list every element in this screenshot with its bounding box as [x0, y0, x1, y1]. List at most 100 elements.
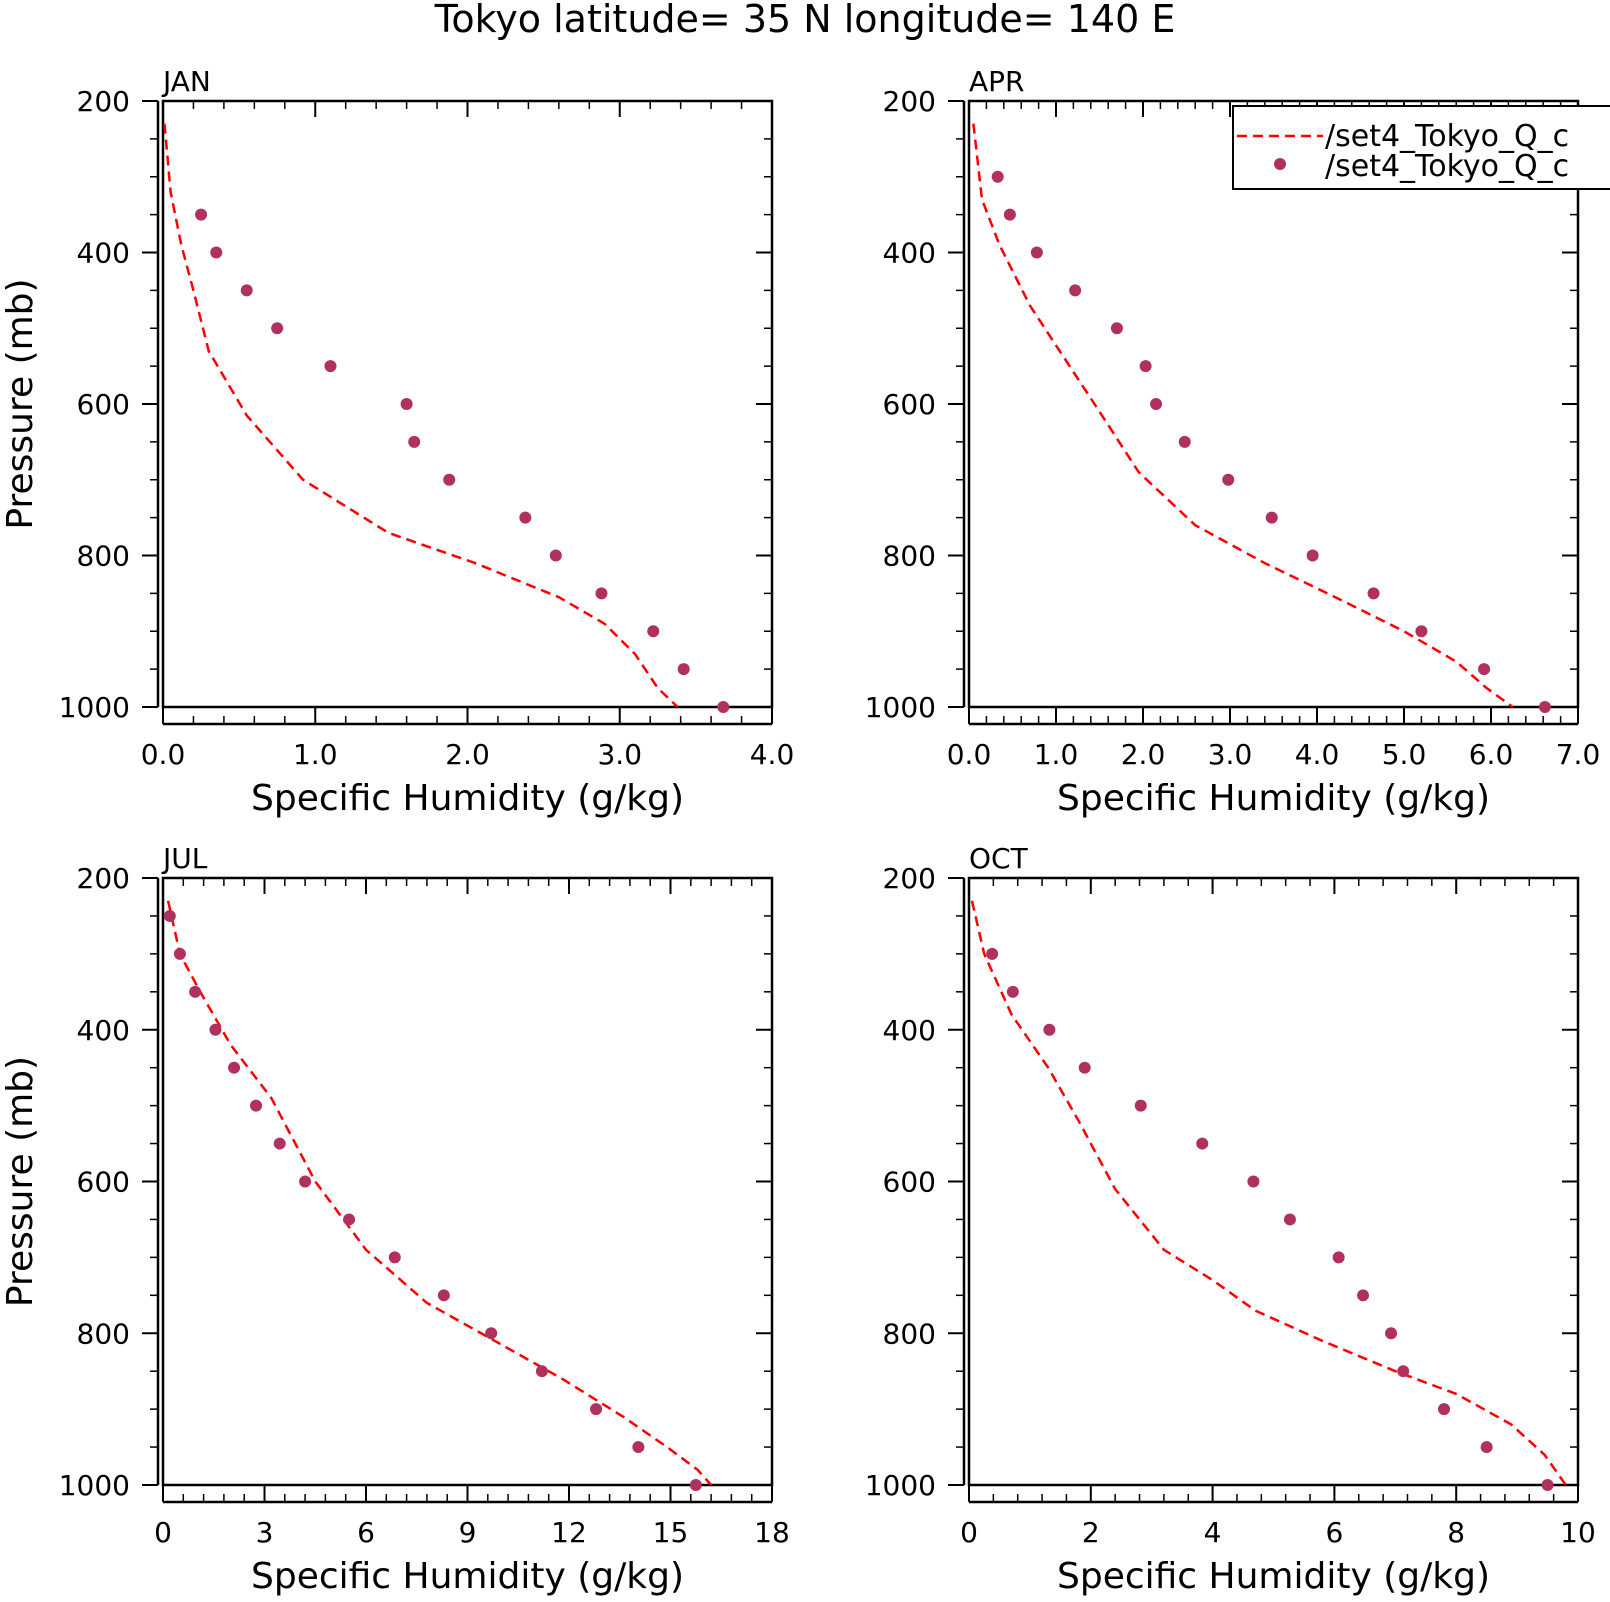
x-tick-label: 1.0 — [1034, 738, 1079, 771]
panel-title: JAN — [161, 65, 211, 98]
data-point — [1538, 701, 1551, 713]
x-tick-label: 10 — [1560, 1516, 1596, 1549]
x-axis-label: Specific Humidity (g/kg) — [1057, 1556, 1490, 1597]
data-point — [1332, 1251, 1345, 1264]
x-tick-label: 4.0 — [750, 738, 795, 771]
y-tick-label: 400 — [77, 237, 130, 270]
x-tick-label: 8 — [1447, 1516, 1465, 1549]
series-line — [163, 123, 679, 708]
legend: /set4_Tokyo_Q_c/set4_Tokyo_Q_c — [1232, 105, 1610, 190]
data-point — [1078, 1061, 1091, 1074]
data-point — [689, 1479, 702, 1491]
legend-line-label: /set4_Tokyo_Q_c — [1325, 119, 1569, 154]
data-point — [195, 208, 208, 221]
x-tick-label: 0.0 — [141, 738, 186, 771]
data-point — [1110, 322, 1123, 335]
data-point — [189, 985, 202, 998]
panel-title: APR — [969, 65, 1025, 98]
data-point — [1030, 246, 1043, 259]
x-tick-label: 5.0 — [1382, 738, 1427, 771]
x-axis-label: Specific Humidity (g/kg) — [1057, 778, 1490, 819]
data-point — [299, 1175, 312, 1188]
data-point — [273, 1137, 286, 1150]
plot-frame — [967, 99, 1580, 709]
x-tick-label: 9 — [459, 1516, 477, 1549]
x-tick-label: 6 — [1325, 1516, 1343, 1549]
data-point — [1006, 985, 1019, 998]
data-point — [443, 473, 456, 486]
x-tick-label: 0 — [960, 1516, 978, 1549]
data-point — [324, 360, 337, 373]
x-tick-label: 3.0 — [597, 738, 642, 771]
data-point — [590, 1403, 603, 1416]
x-tick-label: 7.0 — [1556, 738, 1601, 771]
data-point — [986, 947, 999, 960]
panel-title: OCT — [969, 842, 1029, 875]
y-tick-label: 200 — [883, 862, 936, 895]
data-point — [343, 1213, 356, 1226]
data-point — [519, 511, 532, 524]
series-line — [972, 123, 1514, 709]
x-tick-label: 6.0 — [1469, 738, 1514, 771]
data-point — [1415, 625, 1428, 638]
data-point — [1283, 1213, 1296, 1226]
panel-title: JUL — [161, 842, 208, 875]
data-point — [1478, 663, 1491, 676]
y-axis-label: Pressure (mb) — [0, 278, 41, 529]
y-tick-label: 1000 — [59, 1469, 130, 1502]
data-point — [1385, 1327, 1398, 1340]
x-tick-label: 2.0 — [445, 738, 490, 771]
data-point — [1178, 435, 1191, 448]
data-point — [1134, 1099, 1147, 1112]
data-point — [1247, 1175, 1260, 1188]
y-tick-label: 1000 — [865, 1469, 936, 1502]
x-tick-label: 1.0 — [293, 738, 338, 771]
x-tick-label: 2.0 — [1121, 738, 1166, 771]
y-tick-label: 600 — [883, 388, 936, 421]
data-point — [1222, 473, 1235, 486]
x-tick-label: 15 — [653, 1516, 689, 1549]
y-tick-label: 1000 — [59, 691, 130, 724]
data-point — [1541, 1479, 1554, 1491]
data-point — [1480, 1441, 1493, 1454]
x-tick-label: 3.0 — [1208, 738, 1253, 771]
data-point — [437, 1289, 450, 1302]
data-point — [1306, 549, 1319, 562]
data-point — [400, 398, 413, 410]
x-axis-label: Specific Humidity (g/kg) — [251, 778, 684, 819]
y-axis-label: Pressure (mb) — [0, 1056, 41, 1307]
y-tick-label: 1000 — [865, 691, 936, 724]
legend-dot-swatch — [1274, 158, 1286, 170]
data-point — [210, 246, 223, 259]
series-line — [166, 900, 713, 1486]
plot-frame — [161, 99, 774, 709]
x-tick-label: 12 — [551, 1516, 587, 1549]
x-tick-label: 6 — [357, 1516, 375, 1549]
data-point — [408, 435, 421, 448]
y-tick-label: 800 — [77, 1317, 130, 1350]
data-point — [1003, 208, 1016, 221]
data-point — [485, 1327, 498, 1340]
y-tick-label: 200 — [77, 862, 130, 895]
plot-frame — [967, 876, 1580, 1487]
data-point — [1357, 1289, 1370, 1302]
y-tick-label: 400 — [883, 1014, 936, 1047]
data-point — [1397, 1365, 1410, 1378]
data-point — [228, 1061, 241, 1074]
y-tick-label: 800 — [883, 1317, 936, 1350]
y-tick-label: 400 — [883, 237, 936, 270]
data-point — [1438, 1403, 1451, 1416]
x-tick-label: 0 — [154, 1516, 172, 1549]
data-point — [1043, 1023, 1056, 1036]
x-tick-label: 4 — [1204, 1516, 1222, 1549]
data-point — [163, 909, 176, 922]
data-point — [549, 549, 562, 562]
data-point — [1069, 284, 1082, 297]
data-point — [209, 1023, 222, 1036]
series-line — [970, 900, 1567, 1486]
x-tick-label: 2 — [1082, 1516, 1100, 1549]
data-point — [595, 587, 608, 600]
data-point — [1150, 398, 1163, 410]
y-tick-label: 600 — [77, 388, 130, 421]
x-tick-label: 4.0 — [1295, 738, 1340, 771]
